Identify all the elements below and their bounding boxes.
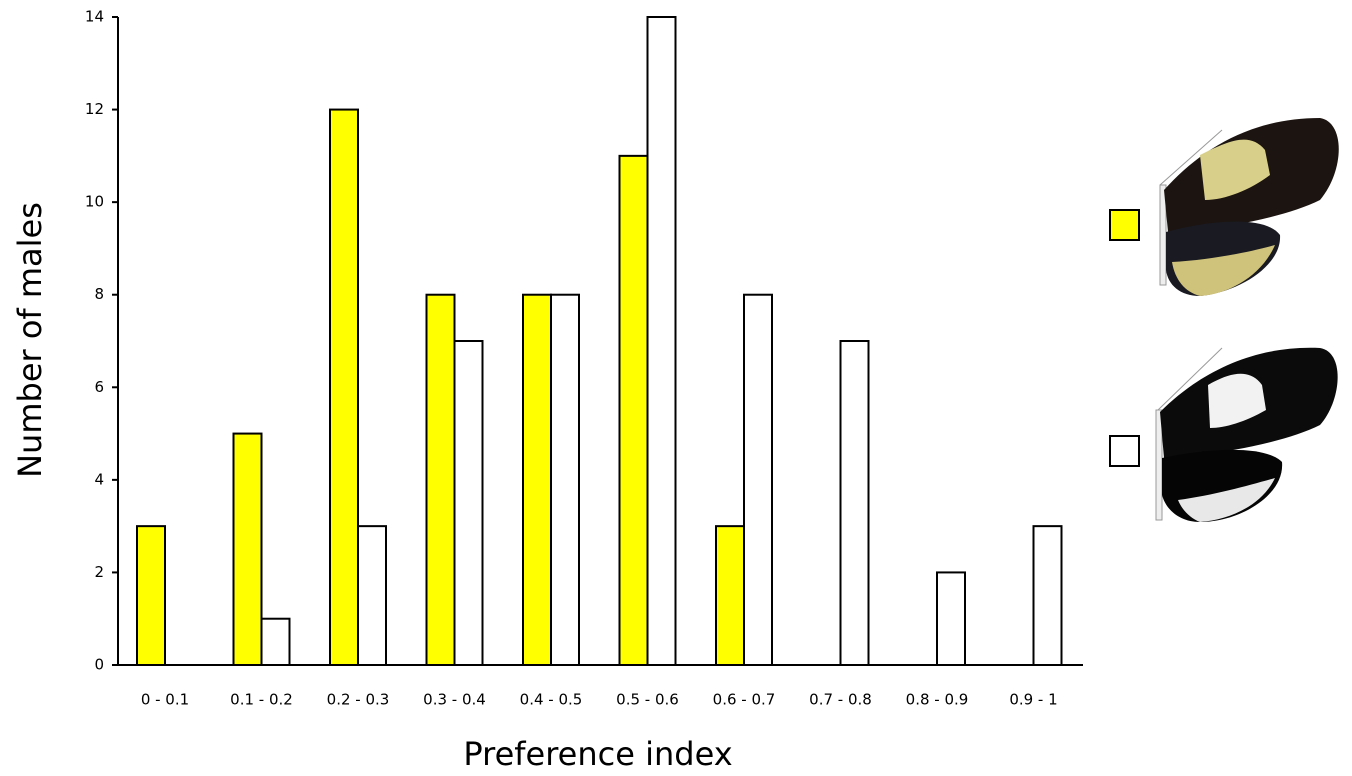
y-tick-label: 12 [85,100,104,118]
x-axis-title: Preference index [463,735,732,773]
bar [716,526,744,665]
bar [358,526,386,665]
chart: Preference index Number of males 0 2 4 6 8 10… [0,0,1352,776]
y-tick-label: 8 [94,285,104,303]
x-tick-label: 0.5 - 0.6 [616,691,679,709]
legend-swatch [1110,436,1139,466]
butterfly-yellow [1160,118,1339,296]
x-tick-label: 0.2 - 0.3 [327,691,390,709]
bar [262,619,290,665]
x-tick-label: 0 - 0.1 [141,691,189,709]
legend [1110,118,1339,522]
bar [841,341,869,665]
y-tick-label: 4 [94,470,104,488]
bar [648,17,676,665]
x-tick-label: 0.7 - 0.8 [809,691,872,709]
x-tick-label: 0.1 - 0.2 [230,691,293,709]
bar [137,526,165,665]
bar [234,434,262,665]
y-tick-label: 6 [94,378,104,396]
bar [551,295,579,665]
y-tick-label: 2 [94,563,104,581]
bar [620,156,648,665]
bar [523,295,551,665]
bar [937,572,965,665]
x-tick-label: 0.3 - 0.4 [423,691,486,709]
x-tick-label: 0.6 - 0.7 [713,691,776,709]
y-tick-label: 10 [85,193,104,211]
bar [330,110,358,665]
butterfly-white [1156,348,1338,522]
y-tick-label: 0 [94,656,104,674]
bar [1034,526,1062,665]
x-tick-label: 0.8 - 0.9 [906,691,969,709]
bar [427,295,455,665]
legend-swatch [1110,210,1139,240]
x-tick-label: 0.4 - 0.5 [520,691,583,709]
y-axis-title: Number of males [11,202,49,478]
bar [744,295,772,665]
y-tick-label: 14 [85,8,104,26]
bar [455,341,483,665]
x-tick-label: 0.9 - 1 [1009,691,1057,709]
